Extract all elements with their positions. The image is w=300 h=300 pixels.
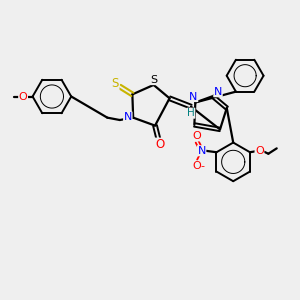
Text: -: - <box>200 161 204 171</box>
Text: O: O <box>192 161 201 171</box>
Text: H: H <box>187 108 195 118</box>
Text: O: O <box>255 146 264 156</box>
Text: N: N <box>197 146 206 156</box>
Text: N: N <box>214 87 222 97</box>
Text: O: O <box>155 138 164 151</box>
Text: S: S <box>112 77 119 90</box>
Text: O: O <box>192 131 201 141</box>
Text: N: N <box>189 92 198 101</box>
Text: S: S <box>151 75 158 85</box>
Text: N: N <box>124 112 132 122</box>
Text: O: O <box>19 92 28 101</box>
